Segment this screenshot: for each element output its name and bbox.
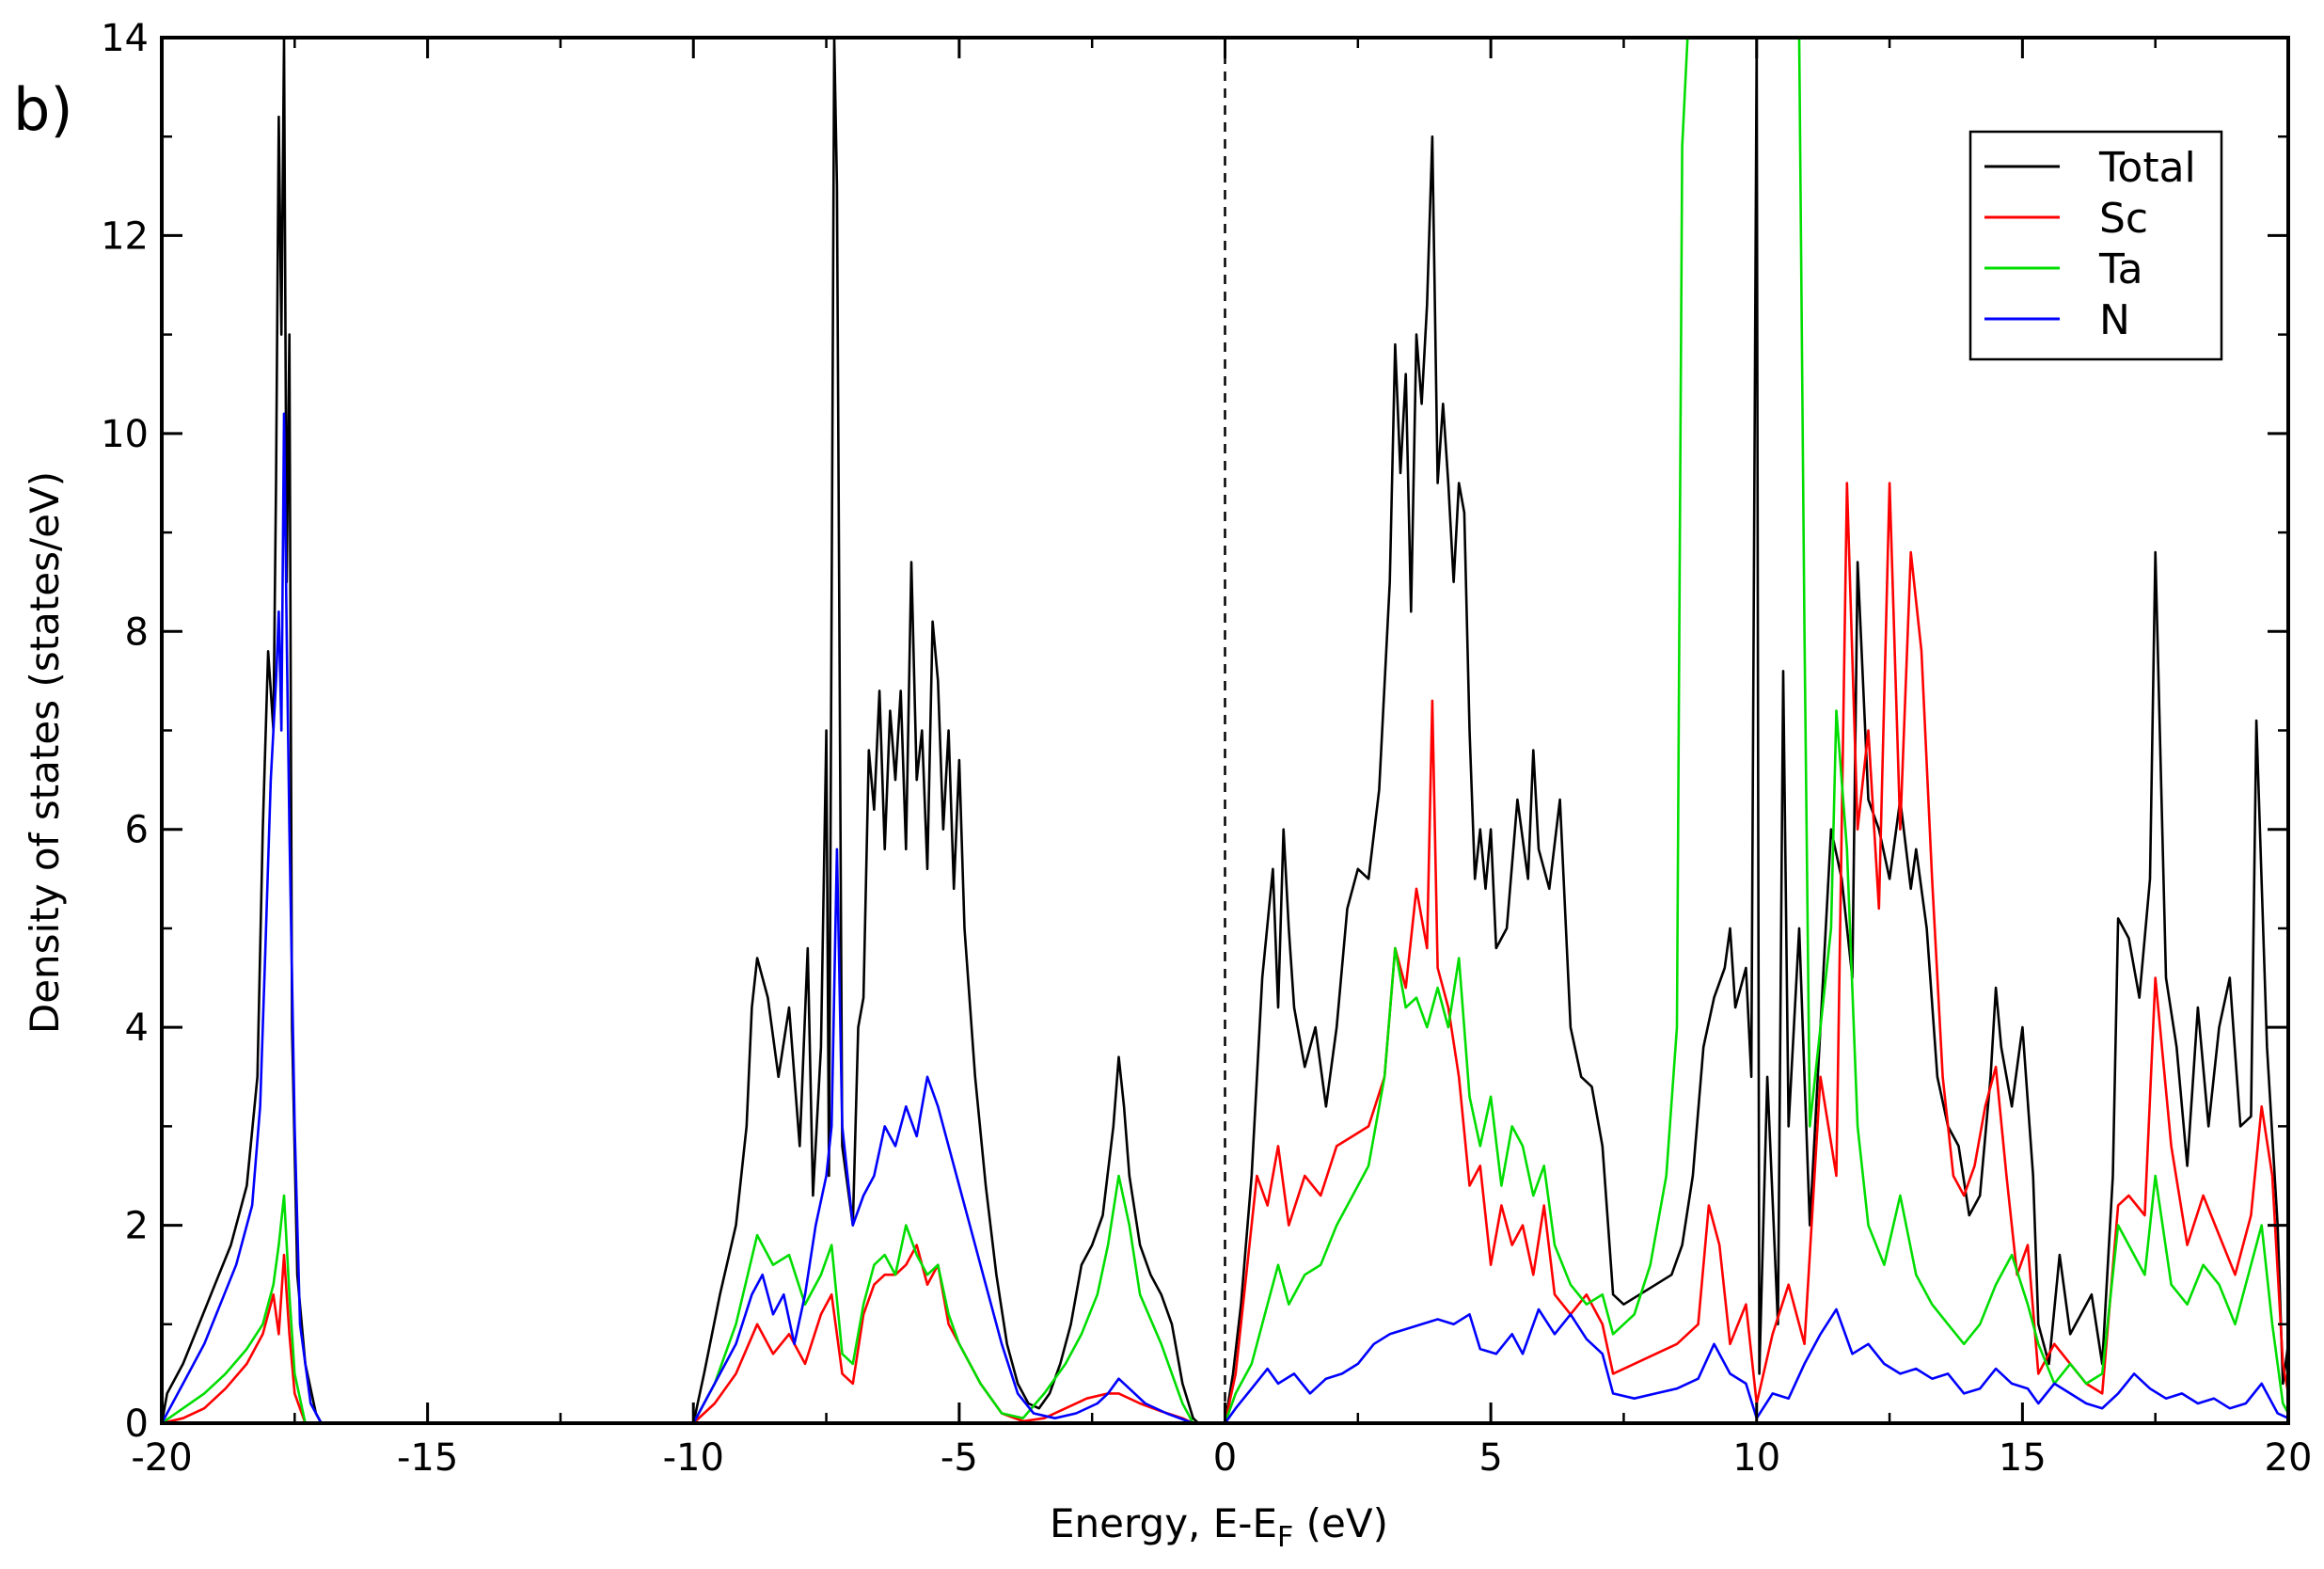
x-axis-label-main: Energy, E-E bbox=[1050, 1500, 1277, 1546]
x-tick-label: 10 bbox=[1732, 1436, 1780, 1480]
x-axis-label: Energy, E-EF (eV) bbox=[1050, 1500, 1388, 1554]
legend-label-n: N bbox=[2099, 296, 2130, 344]
y-tick-label: 4 bbox=[125, 1006, 149, 1050]
x-tick-label: -10 bbox=[663, 1436, 724, 1480]
x-tick-label: 20 bbox=[2265, 1436, 2313, 1480]
legend-label-ta: Ta bbox=[2098, 246, 2143, 293]
y-tick-label: 8 bbox=[125, 610, 149, 654]
legend-box bbox=[1968, 130, 2223, 361]
series-line-ta bbox=[162, 38, 2288, 1423]
legend-label-total: Total bbox=[2098, 144, 2196, 192]
series-line-sc bbox=[162, 482, 2288, 1423]
x-axis-label-subscript: F bbox=[1277, 1521, 1293, 1554]
x-tick-label: 0 bbox=[1213, 1436, 1237, 1480]
tick-layer: -20 -15 -10 -5 0 5 10 15 20 0 2 4 6 8 10 12 14 bbox=[101, 17, 2312, 1480]
legend-label-sc: Sc bbox=[2099, 195, 2148, 243]
y-tick-label: 10 bbox=[101, 413, 149, 456]
y-tick-label: 2 bbox=[125, 1205, 149, 1248]
panel-label: b) bbox=[13, 75, 73, 144]
x-tick-label: 5 bbox=[1478, 1436, 1502, 1480]
series-line-total bbox=[162, 38, 2288, 1423]
y-tick-label: 14 bbox=[101, 17, 149, 60]
x-tick-label: -15 bbox=[397, 1436, 458, 1480]
x-tick-label: 15 bbox=[1999, 1436, 2047, 1480]
x-axis-label-unit: (eV) bbox=[1293, 1500, 1388, 1546]
series-line-n bbox=[162, 412, 2288, 1423]
series-layer bbox=[162, 38, 2288, 1423]
x-tick-label: -20 bbox=[131, 1436, 192, 1480]
y-tick-label: 0 bbox=[125, 1403, 149, 1446]
y-tick-label: 6 bbox=[125, 809, 149, 852]
y-tick-label: 12 bbox=[101, 214, 149, 258]
x-tick-label: -5 bbox=[941, 1436, 978, 1480]
y-axis-label: Density of states (states/eV) bbox=[22, 471, 68, 1034]
